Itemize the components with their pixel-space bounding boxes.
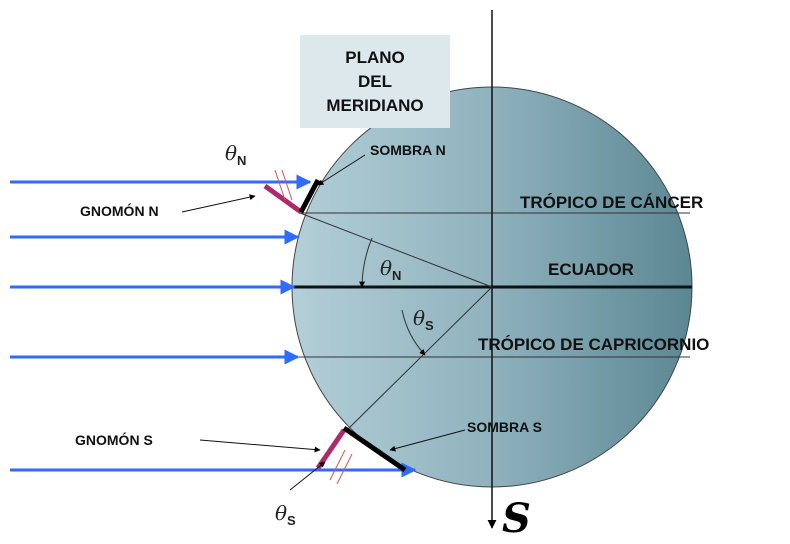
label: TRÓPICO DE CAPRICORNIO [478,335,709,354]
angle-subscript: S [425,318,434,333]
south-label: S [502,495,531,542]
angle-subscript: S [287,513,296,528]
label: GNOMÓN N [80,202,159,219]
angle-subscript: N [237,153,246,168]
label: ECUADOR [548,260,634,279]
angle-symbol: θ [413,306,425,330]
gnomon [318,430,344,468]
box-label: PLANO [345,48,405,67]
angle-label: θN [225,141,246,168]
angle-symbol: θ [225,141,237,165]
diagram: PLANO DEL MERIDIANO SOMBRA N GNOMÓN N TR… [0,0,790,544]
angle-symbol: θ [275,501,287,525]
angle-symbol: θ [380,256,392,280]
label: TRÓPICO DE CÁNCER [520,193,703,212]
label: SOMBRA N [370,142,446,158]
box-label: MERIDIANO [326,96,423,115]
label: GNOMÓN S [75,431,153,448]
box-label: DEL [358,72,392,91]
angle-label: θS [275,501,296,528]
gnomon [265,186,301,212]
angle-subscript: N [392,268,401,283]
label: SOMBRA S [467,419,542,435]
